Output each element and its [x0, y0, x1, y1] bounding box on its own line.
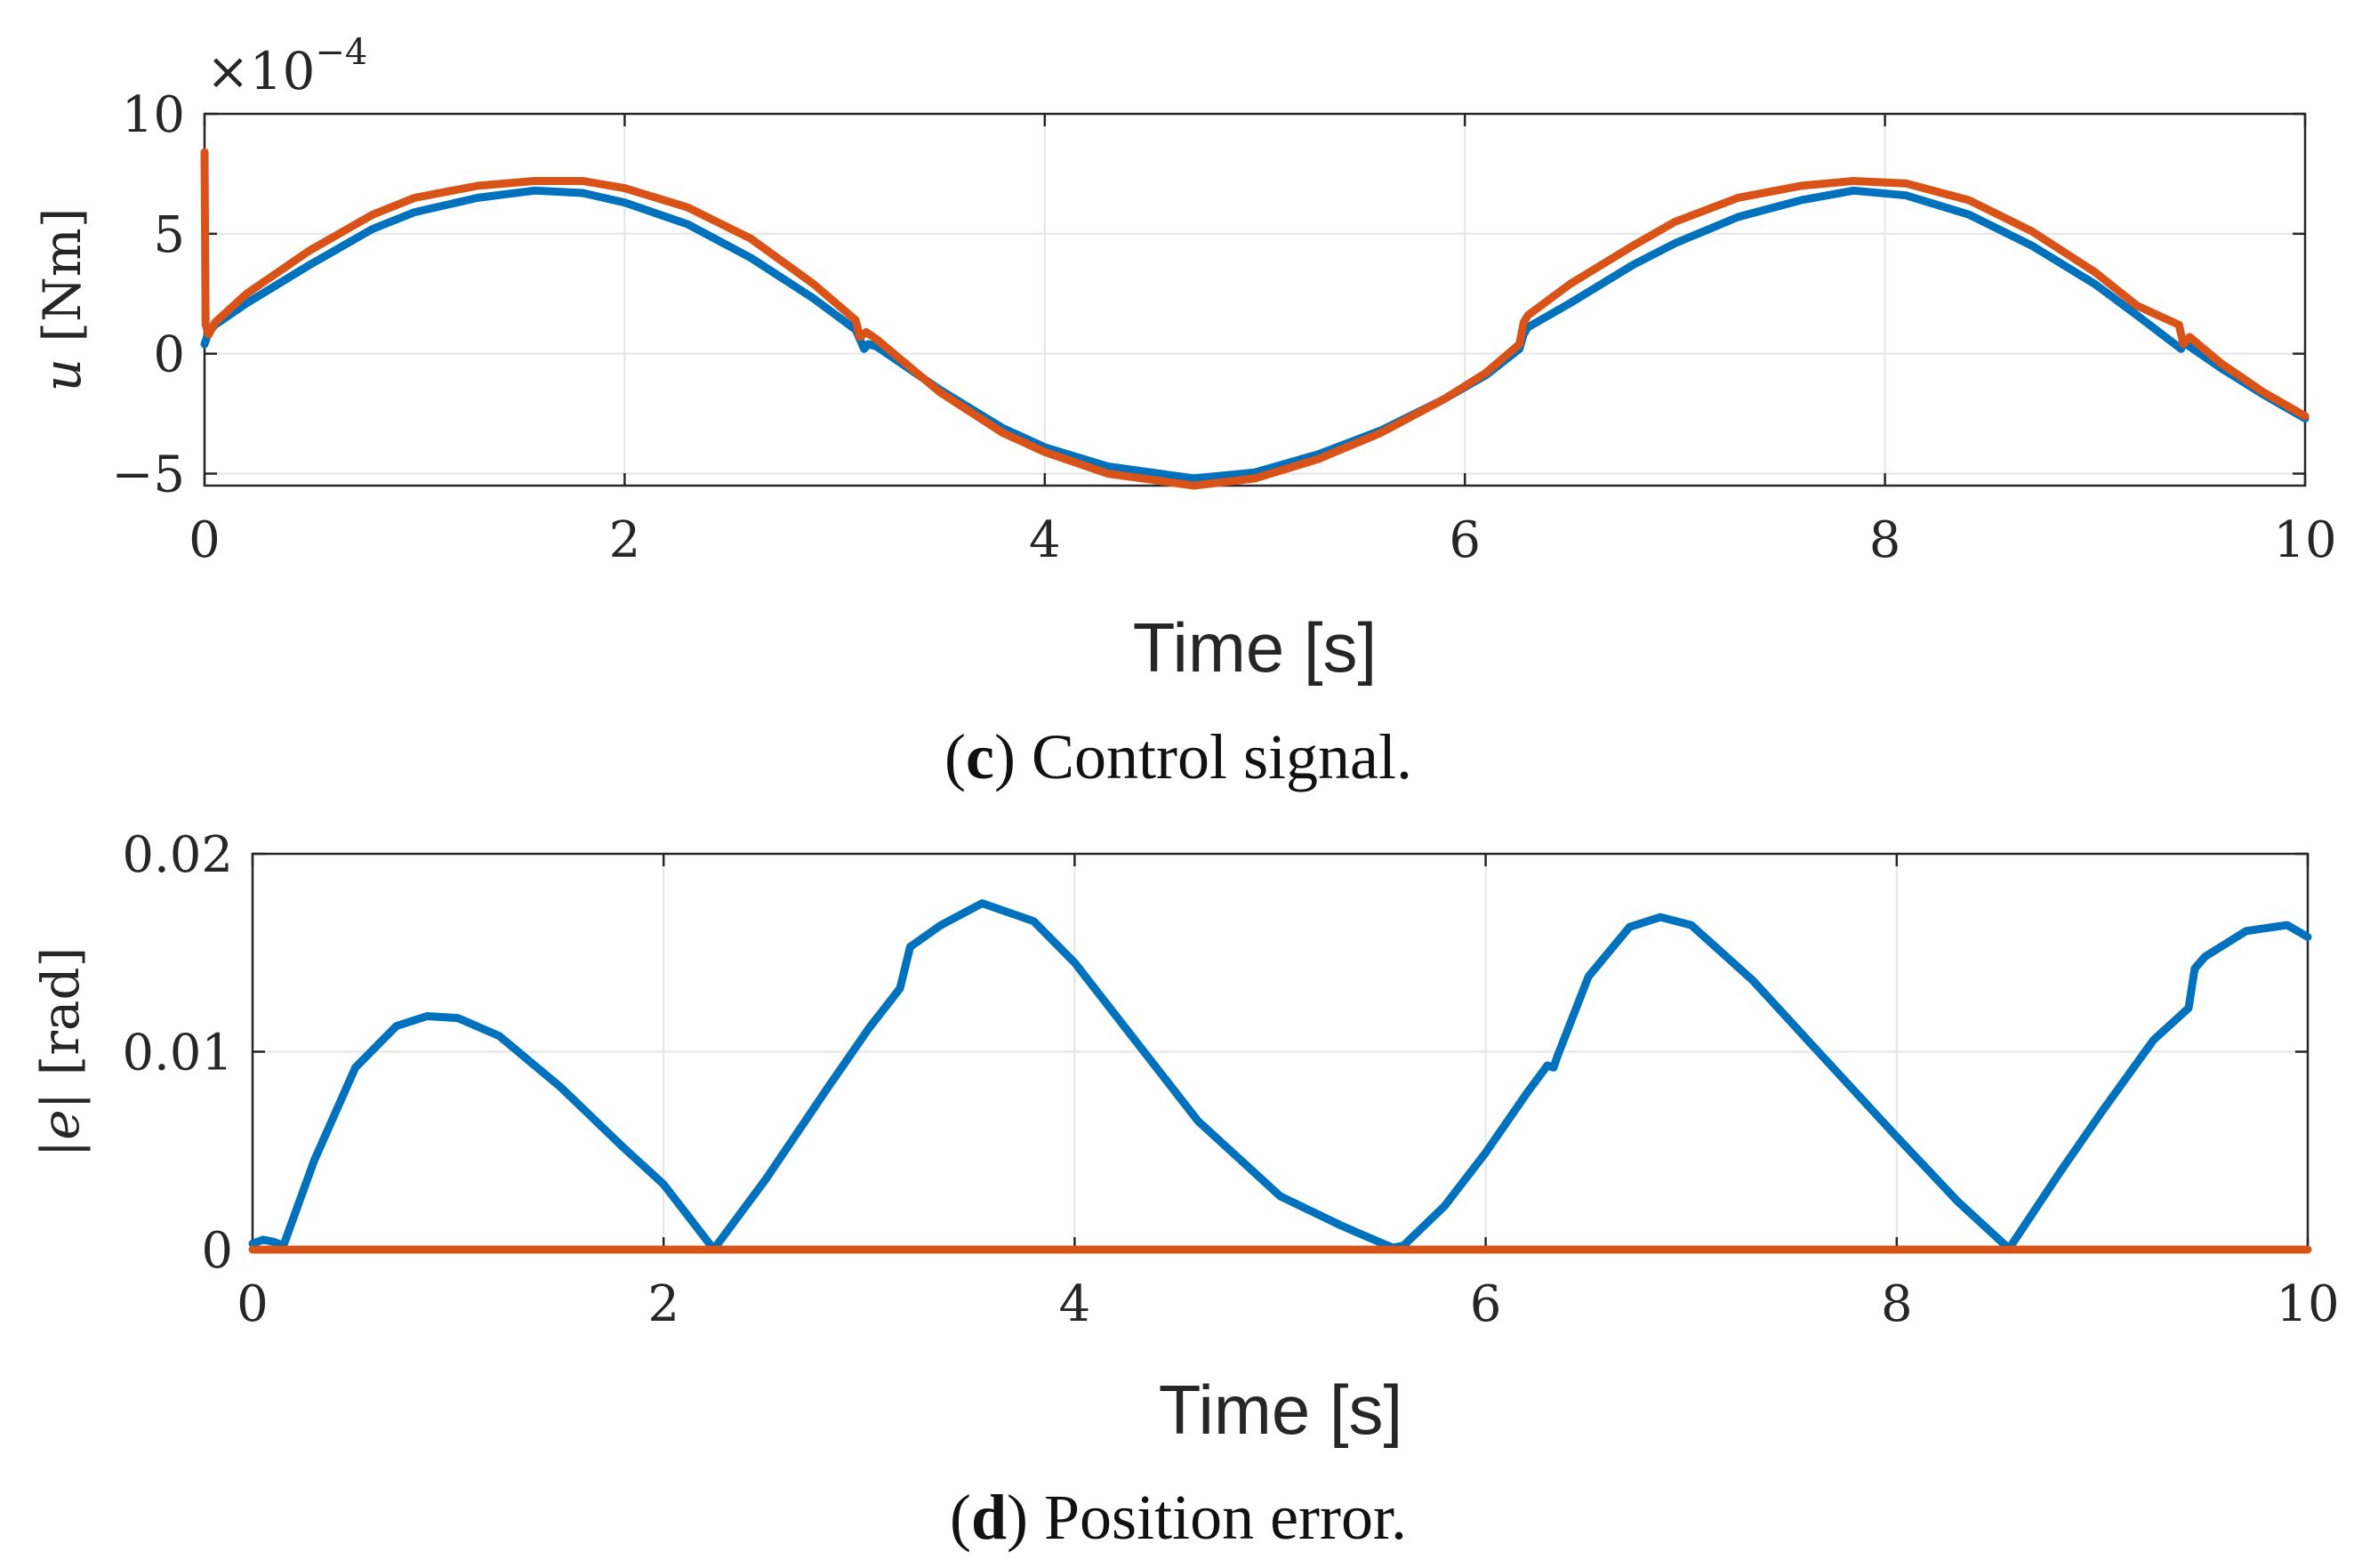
y-exponent-power: −4 — [315, 32, 367, 73]
x-axis-label-c: Time [s] — [1133, 608, 1377, 687]
caption-c: (c) Control signal. — [944, 721, 1412, 792]
caption-close-d: ) — [1007, 1482, 1028, 1553]
x-tick-label: 0 — [189, 511, 221, 569]
y-axis-label-d: |e| [rad] — [30, 947, 91, 1158]
x-tick-label: 6 — [1470, 1275, 1502, 1333]
series-line-2 — [200, 148, 2310, 490]
series-line-1 — [200, 186, 2310, 483]
y-tick-label: 10 — [122, 86, 185, 144]
series-c — [200, 148, 2310, 490]
x-tick-label: 8 — [1869, 511, 1901, 569]
x-tick-label: 10 — [2273, 511, 2336, 569]
caption-letter-c: c — [966, 721, 994, 792]
series-d — [248, 899, 2312, 1254]
x-tick-label: 10 — [2276, 1275, 2339, 1333]
y-axis-label-c: u [Nm] — [32, 208, 92, 392]
y-exponent-base: ×10 — [206, 41, 315, 101]
grid-d — [253, 854, 2308, 1250]
y-tick-label: 0.02 — [122, 826, 233, 884]
plot-area-c — [203, 112, 2307, 487]
y-axis-unit-c: [Nm] — [32, 208, 92, 342]
x-tick-label: 2 — [609, 511, 641, 569]
x-tick-label: 2 — [647, 1275, 679, 1333]
caption-d: (d) Position error. — [950, 1482, 1407, 1553]
x-tick-label: 0 — [237, 1275, 269, 1333]
caption-text-d: Position error. — [1044, 1482, 1407, 1553]
panel-position-error: 0 2 4 6 8 10 0 0.01 0.02 |e| [rad] Time [s] (d) … — [30, 826, 2340, 1553]
y-tick-label: 5 — [153, 206, 185, 264]
caption-open-d: ( — [950, 1482, 971, 1553]
y-tick-label: 0 — [153, 326, 185, 384]
x-tick-label: 8 — [1881, 1275, 1913, 1333]
caption-close-c: ) — [994, 721, 1016, 792]
y-axis-unit-d: [rad] — [30, 947, 91, 1076]
x-tick-label: 4 — [1029, 511, 1061, 569]
y-axis-var-d: |e| — [30, 1092, 91, 1157]
y-tick-label: 0.01 — [122, 1025, 233, 1082]
y-exponent-label: ×10−4 — [206, 32, 367, 101]
caption-open-c: ( — [944, 721, 966, 792]
y-tick-label: 0 — [201, 1222, 233, 1280]
x-axis-label-d: Time [s] — [1159, 1371, 1402, 1449]
series-line-1 — [248, 899, 2312, 1252]
y-tick-label: −5 — [111, 446, 185, 504]
x-tick-label: 6 — [1449, 511, 1481, 569]
caption-letter-d: d — [971, 1482, 1007, 1553]
y-axis-var-c: u — [32, 358, 92, 391]
ticks-d: 0 2 4 6 8 10 0 0.01 0.02 — [122, 826, 2339, 1333]
caption-text-c: Control signal. — [1032, 721, 1412, 792]
grid-c — [205, 114, 2305, 486]
x-tick-label: 4 — [1059, 1275, 1091, 1333]
